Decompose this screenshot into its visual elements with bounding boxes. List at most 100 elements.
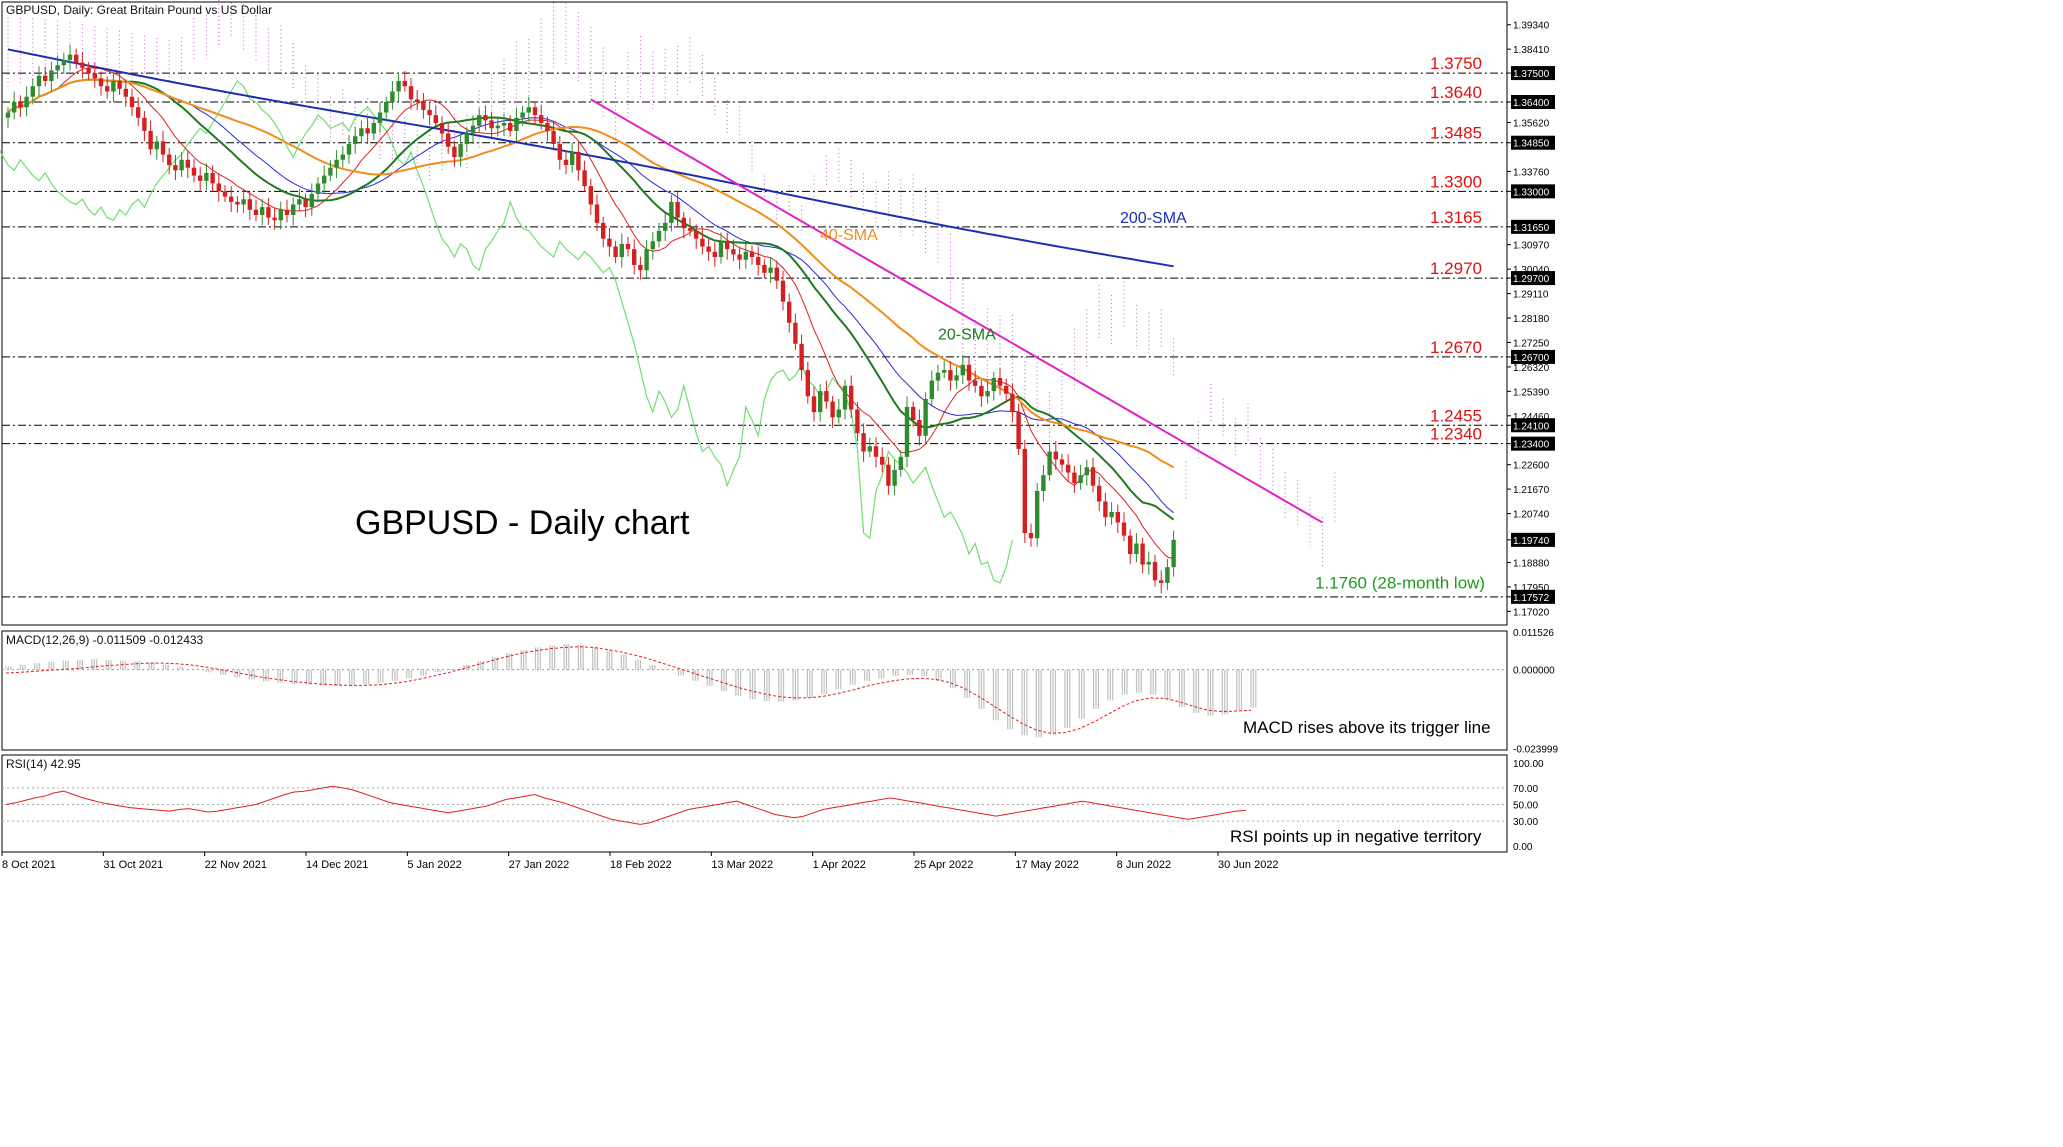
candle-body [179,159,184,171]
candle-body [842,385,848,410]
candle-body [452,146,457,158]
candle-body [594,204,600,223]
candle-body [966,364,972,381]
candle-body [204,172,209,181]
candle-body [873,446,879,457]
candle-body [297,199,302,205]
candle-body [117,80,122,89]
x-tick-label: 17 May 2022 [1015,859,1079,871]
candle-body [576,151,581,171]
candle-body [687,228,693,231]
candle-body [98,78,104,87]
candle-body [241,199,246,205]
candle-body [787,301,792,323]
price-tag-box [1511,219,1555,234]
price-tag-box [1511,135,1555,150]
sma-20-annotation: 20-SMA [938,327,996,344]
candle-body [61,59,66,66]
candle-body [954,375,959,381]
candle-body [625,243,631,250]
level-label: 1.3165 [1430,208,1482,227]
candle-body [49,70,54,81]
low-level-label: 1.1760 (28-month low) [1315,574,1485,593]
candle-body [570,151,575,166]
candle-body [222,191,228,197]
candle-body [1084,467,1089,476]
level-label: 1.3750 [1430,54,1482,73]
candle-body [1146,561,1151,565]
y-tick-label: 1.30040 [1513,265,1550,276]
candle-body [830,401,835,418]
x-tick-label: 13 Mar 2022 [711,859,773,871]
candle-body [799,343,804,371]
candle-body [328,167,333,176]
macd-panel-header: MACD(12,26,9) -0.011509 -0.012433 [6,633,204,647]
level-label: 1.3640 [1430,83,1482,102]
y-tick-label: 1.21670 [1513,485,1550,496]
candle-body [644,249,649,271]
macd-y-tick-label: 0.000000 [1513,666,1555,677]
candle-body [836,409,841,418]
candle-body [1072,472,1077,484]
sma-200-line [7,48,1174,268]
candle-body [774,267,779,281]
candle-body [818,391,823,413]
candle-body [1121,522,1127,536]
main-frame [1,1,1508,626]
candle-body [979,385,984,397]
candle-body [929,380,934,399]
candle-body [557,144,562,160]
candle-body [160,141,166,155]
tenkan-sen-line [7,67,1174,560]
candle-body [997,377,1003,386]
candle-body [260,207,265,215]
candle-body [743,251,748,260]
y-tick-label: 1.28180 [1513,314,1550,325]
candle-body [780,280,786,302]
candle-body [1059,459,1065,465]
candle-body [470,125,476,134]
price-tag-label: 1.36400 [1513,98,1550,109]
candle-body [284,209,290,215]
candle-body [247,199,252,210]
candle-body [973,380,978,386]
sma-200-annotation: 200-SMA [1120,210,1187,227]
candle-body [495,125,500,129]
candle-body [154,141,159,150]
candle-body [601,222,606,239]
x-tick-label: 25 Apr 2022 [914,859,973,871]
rsi-y-tick-label: 30.00 [1513,817,1538,828]
candle-body [886,464,891,486]
y-tick-label: 1.25390 [1513,387,1550,398]
candle-body [1152,561,1158,581]
candle-body [80,62,85,68]
main-chart-header: GBPUSD, Daily: Great Britain Pound vs US… [6,3,273,17]
candle-body [607,238,612,247]
candle-body [712,251,717,258]
y-tick-label: 1.33760 [1513,167,1550,178]
x-tick-label: 1 Apr 2022 [813,859,866,871]
candle-body [526,107,531,113]
candle-body [1171,539,1176,568]
candle-body [1103,501,1108,518]
macd-frame [1,630,1508,751]
candle-body [129,96,135,108]
candle-body [923,398,928,436]
candle-body [508,123,513,131]
candle-body [663,222,668,231]
candle-body [458,144,463,158]
candle-body [86,67,91,74]
rsi-frame [1,754,1508,853]
candle-body [942,370,947,373]
candle-body [706,246,711,252]
y-tick-label: 1.26320 [1513,363,1550,374]
candle-body [427,109,432,116]
level-label: 1.3300 [1430,172,1482,191]
candle-body [675,201,680,218]
macd-annotation: MACD rises above its trigger line [1243,718,1491,737]
y-tick-label: 1.30970 [1513,241,1550,252]
candle-body [446,133,451,147]
candle-body [960,364,965,376]
candle-body [433,115,438,124]
